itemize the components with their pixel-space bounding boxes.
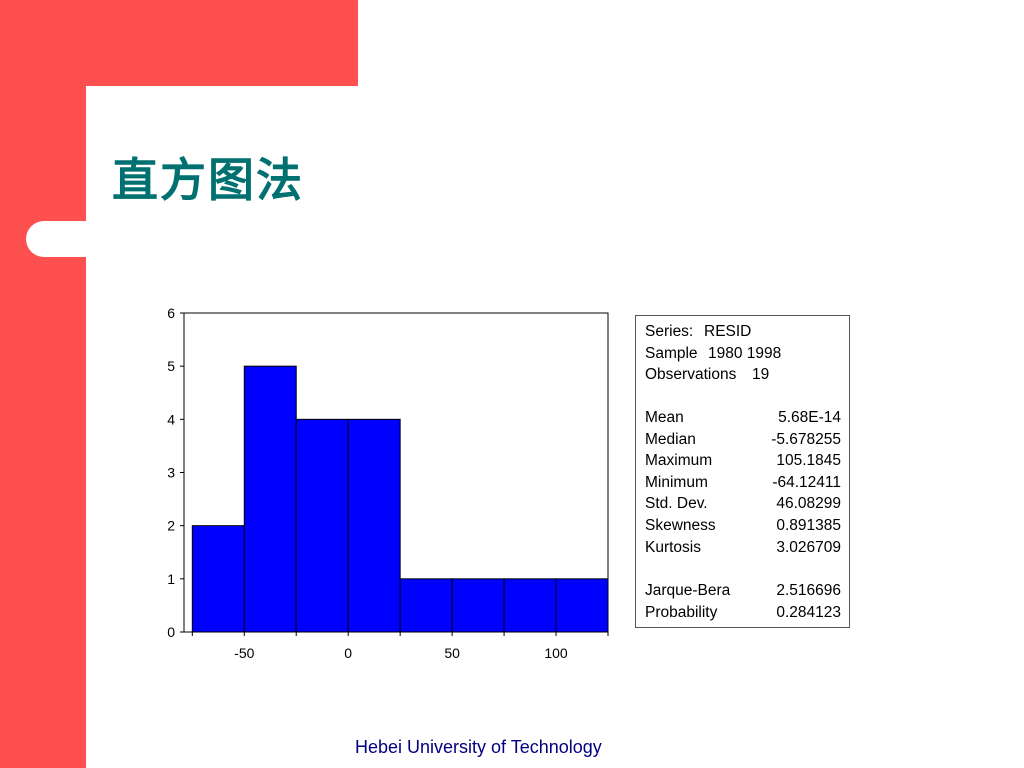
y-tick-label: 6 (167, 305, 175, 321)
histogram-bar (451, 578, 505, 633)
x-tick-label: 50 (444, 645, 460, 661)
stat-label: Minimum (645, 473, 708, 491)
slide-title: 直方图法 (112, 153, 304, 207)
stat-label: Jarque-Bera (645, 582, 731, 599)
sample-label: Sample (645, 345, 698, 362)
histogram-bar (191, 525, 245, 633)
y-tick-label: 3 (167, 465, 175, 481)
stat-value: 2.516696 (776, 582, 841, 599)
stat-label: Skewness (645, 517, 716, 534)
stat-value: 105.1845 (776, 452, 841, 470)
stat-value: 0.284123 (776, 603, 841, 621)
histogram-chart: 0 1 2 3 4 5 6 -50 0 50 100 (167, 305, 609, 661)
y-tick-label: 1 (167, 571, 175, 587)
stat-value: -64.12411 (772, 473, 841, 491)
content-panel (86, 86, 1024, 768)
histogram-axes: 0 1 2 3 4 5 6 -50 0 50 100 (167, 305, 609, 661)
series-label: Series: (645, 323, 694, 340)
stat-label: Std. Dev. (645, 495, 708, 513)
x-tick-label: 100 (544, 645, 568, 661)
series-value: RESID (704, 323, 752, 340)
histogram-bar (503, 578, 557, 633)
y-tick-label: 0 (167, 624, 175, 640)
stat-label: Probability (645, 603, 718, 621)
stat-value: 3.026709 (776, 538, 841, 556)
stat-label: Maximum (645, 452, 713, 470)
stat-label: Median (645, 430, 696, 448)
histogram-bar (295, 418, 349, 633)
accent-top-band (0, 0, 358, 86)
accent-tab (26, 221, 116, 257)
y-tick-label: 2 (167, 518, 175, 534)
x-tick-label: 0 (344, 645, 352, 661)
stat-value: 0.891385 (776, 517, 841, 534)
observations-label: Observations (645, 366, 737, 383)
accent-side-band (0, 0, 86, 768)
histogram-bar (555, 578, 609, 633)
stat-value: 5.68E-14 (778, 409, 841, 426)
x-tick-label: -50 (234, 645, 254, 661)
histogram-bar (347, 418, 401, 633)
stat-label: Mean (645, 409, 684, 426)
histogram-bar (243, 365, 297, 633)
y-tick-label: 4 (167, 411, 175, 427)
y-tick-label: 5 (167, 358, 175, 374)
stat-value: -5.678255 (771, 430, 841, 448)
histogram-bar (399, 578, 453, 633)
stat-label: Kurtosis (645, 538, 701, 556)
observations-value: 19 (752, 366, 770, 383)
statistics-box: Series: RESID Sample 1980 1998 Observati… (635, 315, 850, 628)
footer-text: Hebei University of Technology (355, 737, 602, 757)
sample-value: 1980 1998 (708, 345, 782, 362)
stat-value: 46.08299 (776, 495, 841, 513)
histogram-bars (191, 365, 609, 633)
